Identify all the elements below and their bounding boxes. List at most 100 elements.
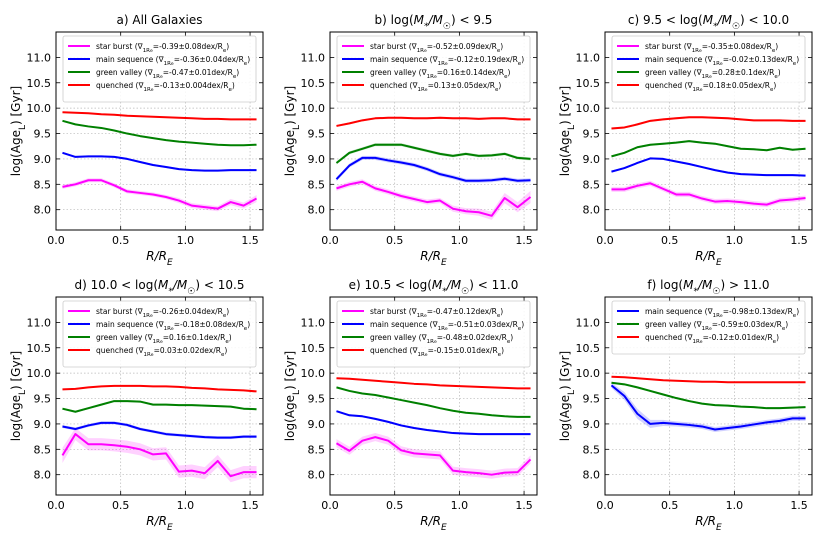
panel-title: a) All Galaxies <box>117 13 203 27</box>
legend-entry: star burst (∇1Re=-0.35±0.08dex/Re) <box>645 42 778 54</box>
legend-entry: green valley (∇1Re=-0.48±0.02dex/Re) <box>370 333 513 345</box>
y-tick-label: 11.0 <box>27 51 52 64</box>
x-tick-label: 1.5 <box>790 234 808 247</box>
series-line-quenched <box>62 111 257 121</box>
x-tick-label: 0.0 <box>321 234 339 247</box>
plot-frame <box>604 296 813 496</box>
error-band-green-valley <box>336 386 531 418</box>
legend-entry: quenched (∇1Re=0.13±0.05dex/Re) <box>370 81 501 93</box>
y-tick-label: 10.5 <box>27 77 52 90</box>
legend-box <box>62 35 257 103</box>
y-tick-label: 11.0 <box>27 316 52 329</box>
y-tick-label: 8.0 <box>583 469 601 482</box>
y-tick-label: 9.5 <box>583 128 601 141</box>
plot-frame <box>55 31 264 231</box>
x-tick-label: 0.5 <box>112 499 130 512</box>
x-axis-label: R/RE <box>695 514 722 533</box>
y-tick-label: 10.5 <box>301 77 326 90</box>
x-tick-label: 0.5 <box>661 234 679 247</box>
legend-entry: star burst (∇1Re=-0.39±0.08dex/Re) <box>96 42 229 54</box>
series-line-star-burst <box>335 436 532 476</box>
legend: star burst (∇1Re=-0.26±0.04dex/Re)main s… <box>62 300 257 368</box>
legend-entry: green valley (∇1Re=0.16±0.14dex/Re) <box>370 68 511 80</box>
x-tick-label: 1.5 <box>790 499 808 512</box>
y-tick-label: 11.0 <box>576 316 601 329</box>
error-band-main-sequence <box>611 157 806 177</box>
panel-title: d) 10.0 < log(M*/M☉) < 10.5 <box>75 278 245 297</box>
legend-box <box>611 35 806 103</box>
x-tick-label: 0.0 <box>47 234 65 247</box>
y-tick-label: 9.5 <box>34 128 52 141</box>
series-line-green-valley <box>611 140 806 158</box>
series-line-main-sequence <box>611 157 806 177</box>
panel-title: b) log(M*/M☉) < 9.5 <box>375 13 493 32</box>
series-line-green-valley <box>336 386 531 418</box>
y-tick-label: 9.0 <box>34 418 52 431</box>
x-tick-label: 0.0 <box>321 499 339 512</box>
y-tick-label: 10.0 <box>301 102 326 115</box>
x-tick-label: 1.0 <box>177 234 195 247</box>
y-tick-label: 10.5 <box>301 342 326 355</box>
y-axis-label: log(AgeL) [Gyr] <box>9 86 28 176</box>
x-tick-label: 0.0 <box>47 499 65 512</box>
series-line-quenched <box>336 116 531 127</box>
chart-panel-1: a) All Galaxies 0.0 0.5 1.0 1.5 8.0 8.5 9.0 9.5 1… <box>9 13 264 268</box>
legend-entry: main sequence (∇1Re=-0.98±0.13dex/Re) <box>645 307 799 319</box>
series-line-main-sequence <box>62 151 257 172</box>
legend: star burst (∇1Re=-0.47±0.12dex/Re)main s… <box>336 300 531 368</box>
y-axis-label: log(AgeL) [Gyr] <box>9 351 28 441</box>
legend-box <box>62 300 257 368</box>
legend-entry: quenched (∇1Re=-0.13±0.004dex/Re) <box>96 81 235 93</box>
error-band-star-burst <box>336 433 531 479</box>
y-tick-label: 9.0 <box>308 418 326 431</box>
legend-entry: quenched (∇1Re=0.03±0.02dex/Re) <box>96 346 227 358</box>
x-axis-label: R/RE <box>146 514 173 533</box>
x-tick-label: 1.0 <box>451 499 469 512</box>
y-tick-label: 9.0 <box>583 418 601 431</box>
series-line-main-sequence <box>610 384 806 431</box>
legend-entry: main sequence (∇1Re=-0.36±0.04dex/Re) <box>96 55 250 67</box>
legend-entry: quenched (∇1Re=-0.12±0.01dex/Re) <box>645 333 779 345</box>
legend-entry: quenched (∇1Re=-0.15±0.01dex/Re) <box>370 346 504 358</box>
series-line-star-burst <box>611 182 806 206</box>
x-axis-label: R/RE <box>420 249 447 268</box>
error-band-star-burst <box>336 179 531 220</box>
y-axis-label: log(AgeL) [Gyr] <box>283 86 302 176</box>
legend-entry: star burst (∇1Re=-0.47±0.12dex/Re) <box>370 307 503 319</box>
series-line-quenched <box>62 384 257 393</box>
y-tick-label: 8.5 <box>34 178 52 191</box>
legend: star burst (∇1Re=-0.35±0.08dex/Re)main s… <box>611 35 806 103</box>
series-line-quenched <box>336 377 531 390</box>
legend-entry: main sequence (∇1Re=-0.18±0.08dex/Re) <box>96 320 250 332</box>
y-tick-label: 10.0 <box>576 367 601 380</box>
legend-entry: green valley (∇1Re=-0.47±0.01dex/Re) <box>96 68 239 80</box>
y-tick-label: 8.0 <box>34 469 52 482</box>
x-tick-label: 1.0 <box>451 234 469 247</box>
x-tick-label: 0.5 <box>386 234 404 247</box>
series-line-quenched <box>611 375 806 384</box>
x-tick-label: 1.0 <box>726 234 744 247</box>
y-tick-label: 9.0 <box>34 153 52 166</box>
chart-panel-5: e) 10.5 < log(M*/M☉) < 11.0 0.0 0.5 1.0 1.5 8… <box>283 278 538 533</box>
y-tick-label: 8.0 <box>34 204 52 217</box>
legend-entry: green valley (∇1Re=0.28±0.1dex/Re) <box>645 68 781 80</box>
plot-frame <box>329 31 538 231</box>
y-tick-label: 10.0 <box>27 367 52 380</box>
y-tick-label: 9.5 <box>308 393 326 406</box>
legend: star burst (∇1Re=-0.39±0.08dex/Re)main s… <box>62 35 257 103</box>
x-tick-label: 1.5 <box>515 499 533 512</box>
series-line-star-burst <box>336 180 532 217</box>
y-tick-label: 8.0 <box>583 204 601 217</box>
y-tick-label: 8.5 <box>34 443 52 456</box>
y-tick-label: 9.5 <box>34 393 52 406</box>
y-axis-label: log(AgeL) [Gyr] <box>283 351 302 441</box>
x-axis-label: R/RE <box>146 249 173 268</box>
series-line-green-valley <box>62 400 257 413</box>
y-tick-label: 10.0 <box>576 102 601 115</box>
y-axis-label: log(AgeL) [Gyr] <box>558 86 577 176</box>
series-line-star-burst <box>61 433 257 478</box>
chart-panel-4: d) 10.0 < log(M*/M☉) < 10.5 0.0 0.5 1.0 1.5 8… <box>9 278 264 533</box>
series-line-green-valley <box>62 119 257 147</box>
panel-title: f) log(M*/M☉) > 11.0 <box>647 278 769 297</box>
y-axis-label: log(AgeL) [Gyr] <box>558 351 577 441</box>
